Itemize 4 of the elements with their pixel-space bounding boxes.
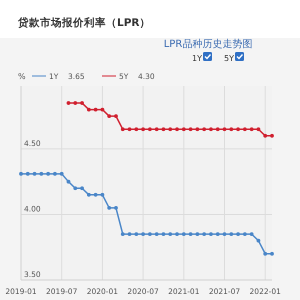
y-axis-title: % xyxy=(18,72,26,81)
title: 贷款市场报价利率（LPR） xyxy=(18,17,150,29)
series-toggles: 1Y 5Y xyxy=(192,52,244,63)
subtitle: LPR品种历史走势图 xyxy=(164,39,252,50)
